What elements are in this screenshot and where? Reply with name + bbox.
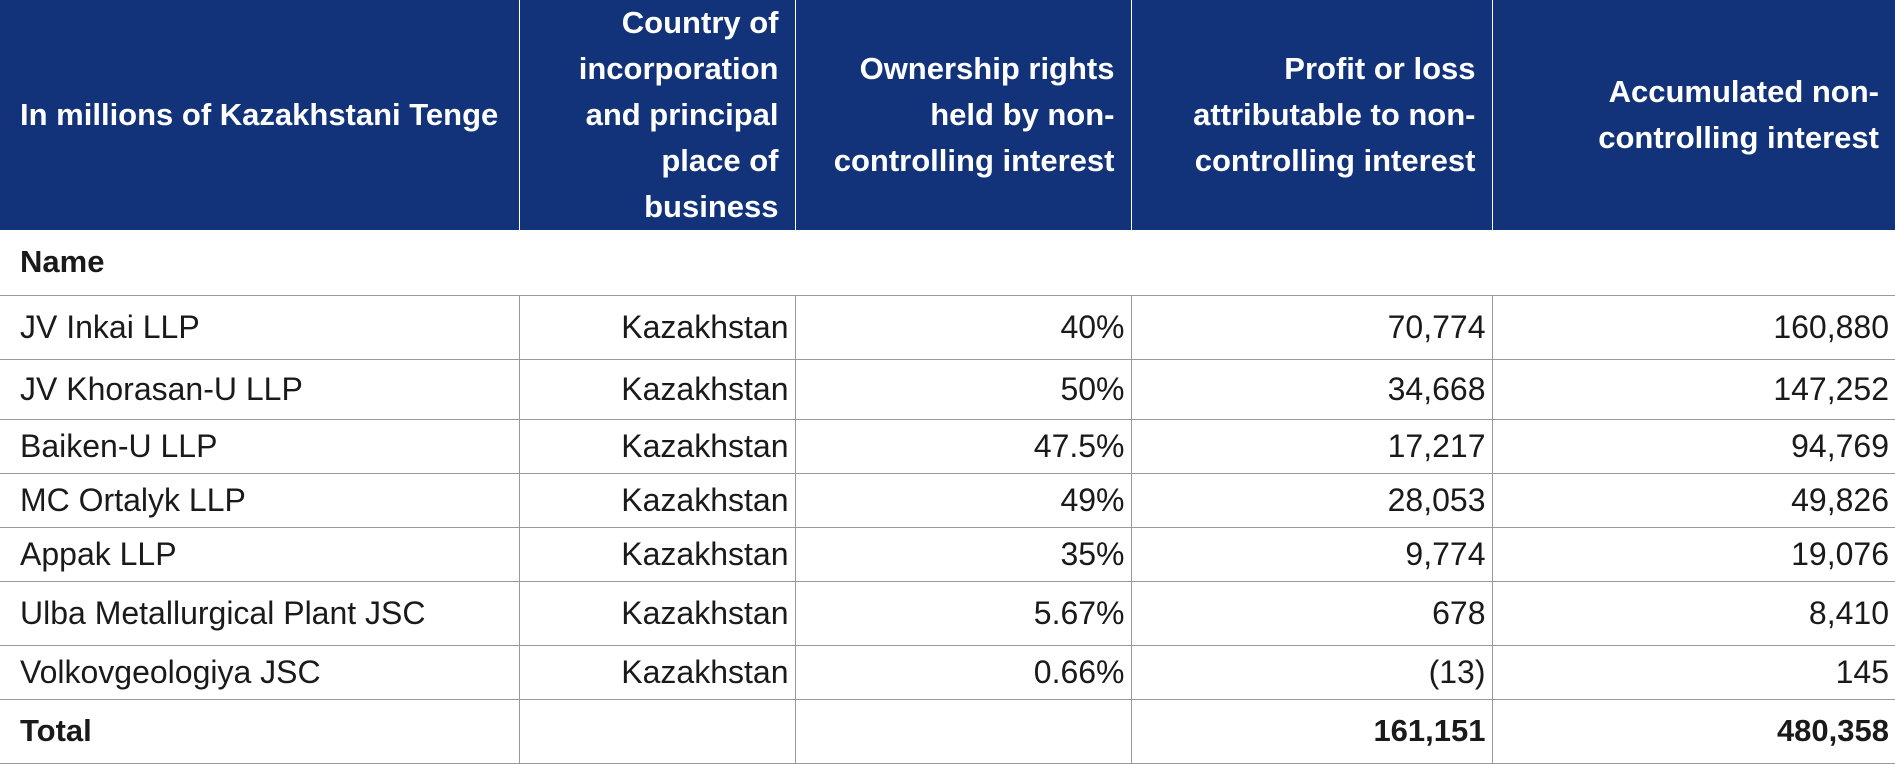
row-name: Appak LLP <box>0 527 520 582</box>
row-name: JV Inkai LLP <box>0 295 520 360</box>
row-profit: (13) <box>1131 645 1493 700</box>
row-accumulated: 19,076 <box>1492 527 1895 582</box>
total-row: Total 161,151 480,358 <box>0 699 1895 764</box>
row-ownership: 47.5% <box>795 419 1132 474</box>
row-profit: 17,217 <box>1131 419 1493 474</box>
row-profit: 678 <box>1131 581 1493 646</box>
header-unit: In millions of Kazakhstani Tenge <box>0 0 520 230</box>
header-profit: Profit or loss attributable to non-contr… <box>1131 0 1493 230</box>
row-profit: 34,668 <box>1131 359 1493 420</box>
row-country: Kazakhstan <box>519 527 796 582</box>
row-accumulated: 94,769 <box>1492 419 1895 474</box>
row-ownership: 5.67% <box>795 581 1132 646</box>
table-row: Ulba Metallurgical Plant JSC Kazakhstan … <box>0 581 1895 646</box>
row-ownership: 50% <box>795 359 1132 420</box>
row-accumulated: 147,252 <box>1492 359 1895 420</box>
header-ownership: Ownership rights held by non-controlling… <box>795 0 1132 230</box>
row-ownership: 40% <box>795 295 1132 360</box>
header-accumulated: Accumulated non-controlling interest <box>1492 0 1895 230</box>
row-name: JV Khorasan-U LLP <box>0 359 520 420</box>
row-accumulated: 160,880 <box>1492 295 1895 360</box>
table-row: JV Khorasan-U LLP Kazakhstan 50% 34,668 … <box>0 359 1895 420</box>
row-profit: 28,053 <box>1131 473 1493 528</box>
total-label: Total <box>0 699 520 764</box>
row-name: Volkovgeologiya JSC <box>0 645 520 700</box>
table-body: Name JV Inkai LLP Kazakhstan 40% 70,774 … <box>0 230 1895 764</box>
header-row: In millions of Kazakhstani Tenge Country… <box>0 0 1895 230</box>
table-row: MC Ortalyk LLP Kazakhstan 49% 28,053 49,… <box>0 473 1895 528</box>
section-row: Name <box>0 230 1895 296</box>
row-accumulated: 8,410 <box>1492 581 1895 646</box>
row-country: Kazakhstan <box>519 295 796 360</box>
row-country: Kazakhstan <box>519 473 796 528</box>
table-row: Volkovgeologiya JSC Kazakhstan 0.66% (13… <box>0 645 1895 700</box>
row-ownership: 0.66% <box>795 645 1132 700</box>
row-name: Baiken-U LLP <box>0 419 520 474</box>
row-ownership: 49% <box>795 473 1132 528</box>
total-accumulated: 480,358 <box>1492 699 1895 764</box>
total-profit: 161,151 <box>1131 699 1493 764</box>
table-header: In millions of Kazakhstani Tenge Country… <box>0 0 1895 230</box>
row-country: Kazakhstan <box>519 645 796 700</box>
row-name: MC Ortalyk LLP <box>0 473 520 528</box>
header-country: Country of incorporation and principal p… <box>519 0 796 230</box>
row-country: Kazakhstan <box>519 359 796 420</box>
section-label: Name <box>0 230 519 296</box>
row-profit: 70,774 <box>1131 295 1493 360</box>
table-row: Appak LLP Kazakhstan 35% 9,774 19,076 <box>0 527 1895 582</box>
table-row: Baiken-U LLP Kazakhstan 47.5% 17,217 94,… <box>0 419 1895 474</box>
row-ownership: 35% <box>795 527 1132 582</box>
row-accumulated: 49,826 <box>1492 473 1895 528</box>
row-country: Kazakhstan <box>519 581 796 646</box>
row-country: Kazakhstan <box>519 419 796 474</box>
row-accumulated: 145 <box>1492 645 1895 700</box>
table-row: JV Inkai LLP Kazakhstan 40% 70,774 160,8… <box>0 295 1895 360</box>
row-name: Ulba Metallurgical Plant JSC <box>0 581 520 646</box>
row-profit: 9,774 <box>1131 527 1493 582</box>
